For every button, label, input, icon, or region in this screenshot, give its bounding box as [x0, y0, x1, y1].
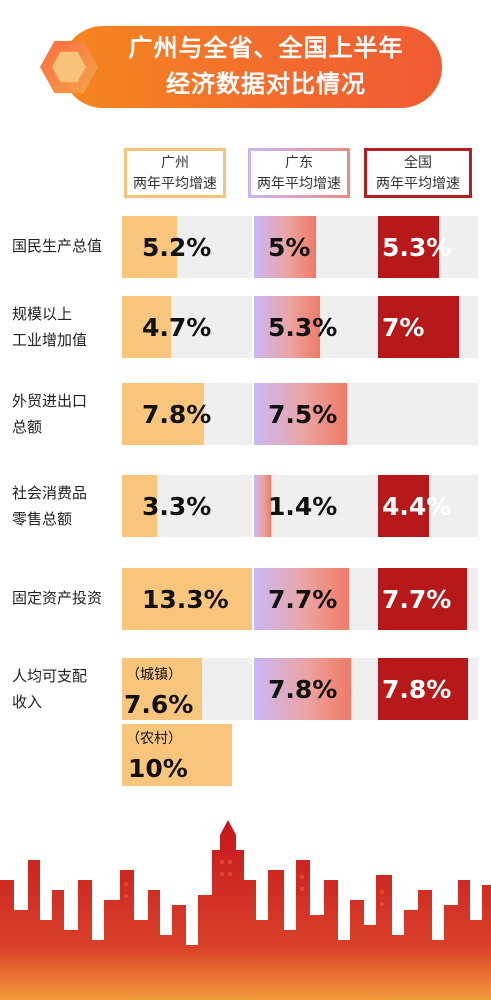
bar-gd [254, 568, 350, 630]
data-label-cn: 7% [382, 313, 425, 342]
bar-track-cn [378, 383, 478, 445]
row-label-line: 零售总额 [12, 510, 73, 528]
legend-national-desc: 两年平均增速 [376, 176, 460, 192]
data-label-cn: 5.3% [382, 233, 452, 262]
row-label-line: 人均可支配 [12, 667, 88, 685]
bar-track-gd [254, 475, 380, 537]
page-title: 广州与全省、全国上半年 经济数据对比情况 [96, 30, 436, 102]
bar-gz [122, 568, 252, 630]
legend-national: 全国 两年平均增速 [364, 148, 472, 198]
bar-gd [254, 296, 320, 358]
data-label-cn: 4.4% [382, 492, 452, 521]
bar-gd [254, 475, 272, 537]
bar-gz [122, 383, 204, 445]
bar-gz-rural [122, 724, 232, 786]
legend-guangzhou-name: 广州 [161, 155, 189, 171]
bar-gd [254, 658, 351, 720]
data-label-gz-rural: 10% [128, 754, 188, 783]
data-label-gd: 7.7% [268, 585, 338, 614]
row-label: 社会消费品 零售总额 [12, 480, 87, 532]
row-label-line: 收入 [12, 693, 43, 711]
row-label-line: 工业增加值 [12, 331, 88, 349]
bar-cn [378, 296, 459, 358]
row-label: 人均可支配 收入 [12, 663, 87, 715]
data-label-gz: 3.3% [142, 492, 212, 521]
bar-gz [122, 296, 172, 358]
legend-guangzhou: 广州 两年平均增速 [124, 148, 226, 198]
data-label-gz: 7.6% [124, 690, 194, 719]
row-label: 外贸进出口 总额 [12, 388, 87, 440]
row-label: 国民生产总值 [12, 233, 102, 259]
data-label-gz: 4.7% [142, 313, 212, 342]
legend-national-name: 全国 [404, 155, 432, 171]
title-line-1: 广州与全省、全国上半年 [128, 34, 404, 62]
bar-cn [378, 658, 468, 720]
data-label-gd: 5% [268, 233, 311, 262]
row-label: 固定资产投资 [12, 585, 102, 611]
data-label-cn: 7.7% [382, 585, 452, 614]
title-banner [62, 26, 442, 108]
row-label-line: 总额 [12, 418, 43, 436]
row-label-line: 外贸进出口 [12, 392, 88, 410]
data-label-gz: 5.2% [142, 233, 212, 262]
data-label-gz: 7.8% [142, 400, 212, 429]
bar-cn [378, 216, 439, 278]
row-label-line: 固定资产投资 [12, 589, 103, 607]
bar-cn [378, 568, 467, 630]
sub-label-rural: （农村） [126, 731, 182, 747]
legend-guangdong-desc: 两年平均增速 [257, 176, 341, 192]
data-label-gz: 13.3% [142, 585, 229, 614]
row-label: 规模以上 工业增加值 [12, 301, 87, 353]
legend-guangdong-name: 广东 [285, 155, 313, 171]
legend-guangdong: 广东 两年平均增速 [248, 148, 350, 198]
bar-cn [378, 475, 429, 537]
data-label-gd: 1.4% [268, 492, 338, 521]
row-label-line: 社会消费品 [12, 484, 88, 502]
title-line-2: 经济数据对比情况 [166, 70, 366, 98]
data-label-gd: 7.5% [268, 400, 338, 429]
bar-gz [122, 216, 177, 278]
sub-label-urban: （城镇） [126, 667, 182, 683]
data-label-gd: 7.8% [268, 675, 338, 704]
row-label-line: 规模以上 [12, 305, 73, 323]
bar-gz [122, 475, 157, 537]
row-label-line: 国民生产总值 [12, 237, 103, 255]
data-label-cn: 7.8% [382, 675, 452, 704]
city-skyline-image [0, 820, 491, 1000]
bar-gz [122, 658, 202, 720]
data-label-gd: 5.3% [268, 313, 338, 342]
bar-gd [254, 383, 347, 445]
bar-gd [254, 216, 316, 278]
legend-guangzhou-desc: 两年平均增速 [133, 176, 217, 192]
